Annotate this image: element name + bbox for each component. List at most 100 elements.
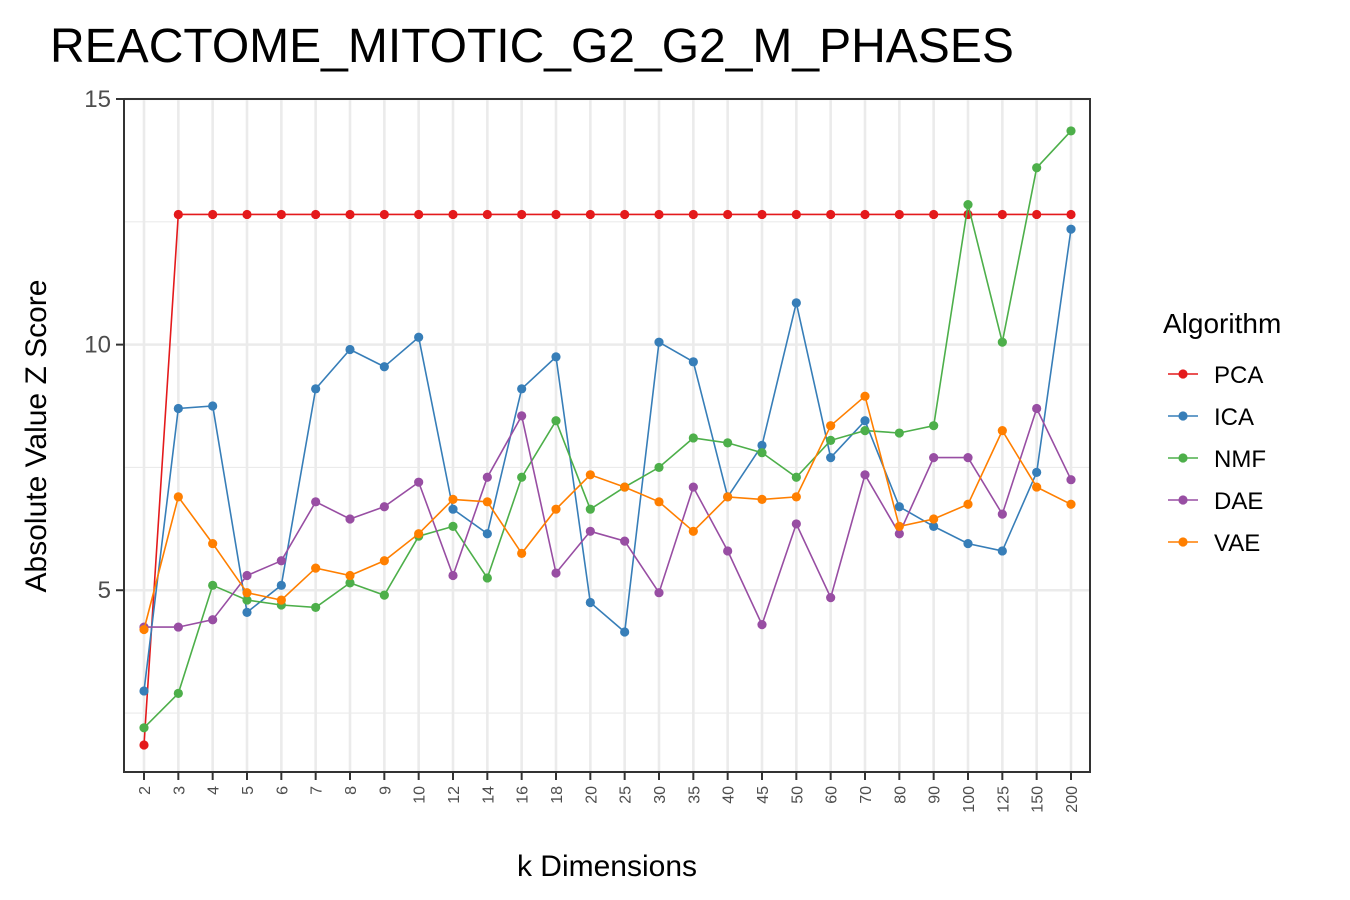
data-point-nmf [345, 578, 355, 588]
series-line-nmf [143, 130, 1072, 729]
data-point-nmf [311, 602, 321, 613]
x-tick-label: 100 [961, 786, 978, 813]
data-point-nmf [723, 438, 733, 448]
data-point-nmf [482, 573, 492, 583]
data-point-ica [894, 502, 904, 512]
y-axis-title: Absolute Value Z Score [20, 280, 53, 593]
data-point-vae [860, 391, 870, 401]
data-point-nmf [791, 472, 801, 482]
data-point-vae [688, 526, 698, 536]
x-tick-label: 10 [412, 786, 429, 804]
data-point-dae [894, 529, 904, 539]
x-tick-label: 6 [274, 786, 291, 795]
series-pca [139, 209, 1076, 750]
data-point-dae [448, 570, 458, 581]
data-point-vae [448, 494, 458, 504]
data-point-dae [551, 568, 561, 578]
data-point-vae [654, 497, 664, 507]
x-tick-label: 12 [446, 786, 463, 804]
data-point-vae [311, 563, 321, 573]
data-point-vae [208, 538, 218, 549]
data-point-pca [208, 209, 218, 220]
legend-item-ica: ICA [1168, 404, 1254, 431]
data-point-dae [860, 470, 870, 480]
series-line-pca [143, 213, 1071, 746]
data-point-ica [517, 384, 527, 394]
y-tick-label: 10 [84, 332, 111, 359]
data-point-pca [585, 209, 595, 220]
data-point-pca [757, 209, 767, 220]
y-tick-label: 15 [84, 86, 111, 113]
legend-label: NMF [1214, 446, 1266, 473]
data-point-vae [791, 492, 801, 502]
data-point-nmf [208, 580, 218, 590]
data-point-pca [448, 209, 458, 220]
panel-border [123, 98, 1091, 773]
data-point-pca [929, 209, 939, 220]
series-line-ica [143, 229, 1072, 691]
data-point-ica [860, 416, 870, 426]
data-point-pca [997, 209, 1007, 220]
series-dae [139, 403, 1076, 632]
data-point-dae [242, 570, 252, 581]
data-point-dae [723, 546, 733, 556]
grid [124, 97, 1090, 772]
data-point-dae [585, 526, 595, 536]
x-tick-label: 125 [995, 786, 1012, 813]
x-tick-label: 18 [549, 786, 566, 804]
data-point-nmf [1032, 163, 1042, 173]
data-point-pca [723, 209, 733, 220]
data-point-pca [173, 209, 183, 220]
x-tick-label: 9 [377, 786, 394, 795]
data-point-pca [826, 209, 836, 220]
data-point-ica [139, 686, 149, 696]
data-point-vae [894, 521, 904, 531]
data-point-dae [311, 497, 321, 507]
series-lines [139, 126, 1076, 750]
data-point-pca [276, 209, 286, 220]
data-point-pca [1032, 209, 1042, 220]
data-point-vae [585, 470, 595, 480]
x-tick-label: 80 [892, 786, 909, 804]
x-tick-label: 50 [789, 786, 806, 804]
data-point-pca [517, 209, 527, 220]
data-point-ica [997, 546, 1007, 556]
legend-key-point [1178, 369, 1188, 379]
data-point-dae [1032, 403, 1042, 414]
x-tick-label: 60 [824, 786, 841, 804]
data-point-vae [242, 588, 252, 598]
data-point-nmf [894, 428, 904, 438]
data-point-pca [894, 209, 904, 220]
data-point-nmf [173, 688, 183, 699]
data-point-pca [688, 209, 698, 220]
data-point-ica [414, 332, 424, 342]
series-nmf [139, 126, 1076, 733]
data-point-ica [585, 597, 595, 608]
data-point-ica [311, 384, 321, 394]
data-point-dae [654, 588, 664, 598]
data-point-ica [379, 362, 389, 372]
x-tick-label: 5 [240, 786, 257, 795]
legend-label: ICA [1214, 404, 1254, 431]
data-point-vae [551, 504, 561, 514]
data-point-nmf [826, 435, 836, 446]
series-line-vae [143, 394, 1072, 630]
data-point-nmf [963, 200, 973, 210]
data-point-ica [757, 440, 767, 450]
data-point-vae [757, 494, 767, 504]
data-point-dae [345, 514, 355, 524]
data-point-ica [276, 580, 286, 590]
series-line-dae [144, 406, 1072, 628]
data-point-nmf [448, 521, 458, 531]
data-point-dae [963, 453, 973, 463]
data-point-ica [1032, 467, 1042, 477]
data-point-nmf [997, 337, 1007, 347]
data-point-dae [414, 477, 424, 487]
data-point-dae [757, 620, 767, 630]
legend-key-point [1178, 453, 1188, 463]
data-point-pca [311, 209, 321, 220]
data-point-dae [997, 509, 1007, 519]
data-point-ica [826, 453, 836, 463]
legend-key-point [1178, 411, 1188, 421]
